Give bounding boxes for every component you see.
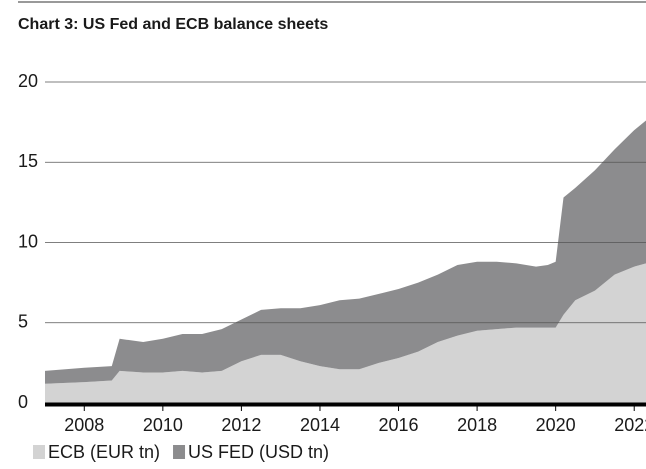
x-tick-label: 2016 <box>379 415 419 435</box>
legend-swatch <box>33 445 45 459</box>
y-tick-label: 15 <box>18 151 38 171</box>
area <box>45 120 646 384</box>
x-tick-label: 2014 <box>300 415 340 435</box>
y-tick-label: 10 <box>18 231 38 251</box>
x-tick-label: 2010 <box>143 415 183 435</box>
y-tick-label: 20 <box>18 71 38 91</box>
legend-label: US FED (USD tn) <box>188 442 329 462</box>
chart-title: Chart 3: US Fed and ECB balance sheets <box>18 16 328 33</box>
legend-label: ECB (EUR tn) <box>48 442 160 462</box>
x-tick-label: 2012 <box>221 415 261 435</box>
y-tick-label: 0 <box>18 392 28 412</box>
x-tick-label: 2018 <box>457 415 497 435</box>
x-tick-label: 2022 <box>614 415 646 435</box>
y-tick-label: 5 <box>18 312 28 332</box>
x-tick-label: 2008 <box>64 415 104 435</box>
area <box>45 263 646 403</box>
x-tick-label: 2020 <box>536 415 576 435</box>
legend-swatch <box>173 445 186 459</box>
